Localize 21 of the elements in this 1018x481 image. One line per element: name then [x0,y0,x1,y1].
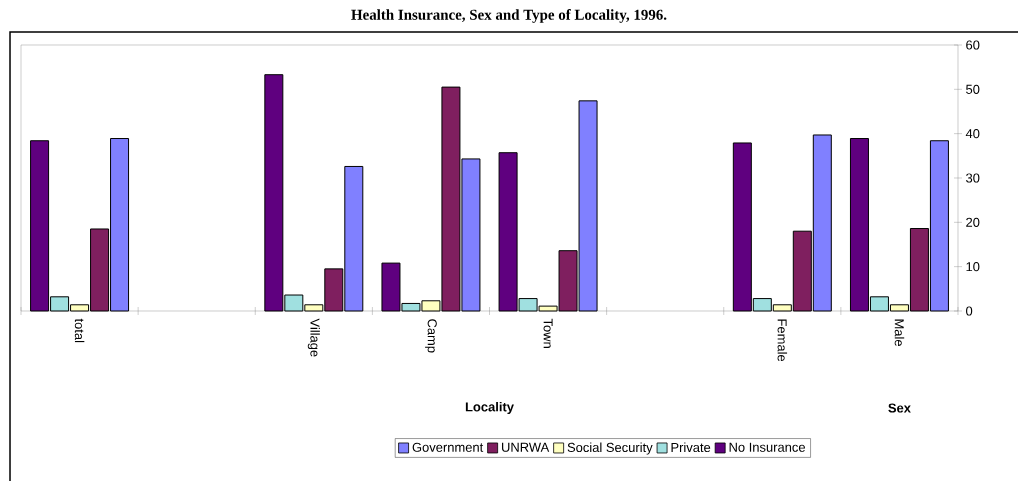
y-tick-label: 50 [966,84,980,94]
legend-label: Private [671,442,711,453]
x-tick-label: Female [777,319,788,362]
x-tick-label: Town [543,318,553,348]
legend-label: Government [412,442,484,452]
y-tick-label: 0 [966,306,973,316]
y-tick-label: 10 [966,262,980,272]
y-tick-label: 20 [966,217,980,227]
y-tick-label: 40 [965,129,980,139]
legend-label: Social Security [567,442,653,455]
text: Locality [465,401,514,415]
x-tick-label: total [74,318,85,343]
y-tick-label: 30 [966,173,980,183]
chart-title: Health Insurance, Sex and Type of Locality, 1996. [351,9,667,23]
x-tick-label: Camp [425,319,437,353]
legend-label: No Insurance [729,442,805,452]
x-tick-label: Male [894,319,905,346]
text: Sex [888,403,911,413]
y-tick-label: 60 [966,40,980,50]
legend-label: UNRWA [502,442,550,452]
x-tick-label: Village [307,318,320,357]
